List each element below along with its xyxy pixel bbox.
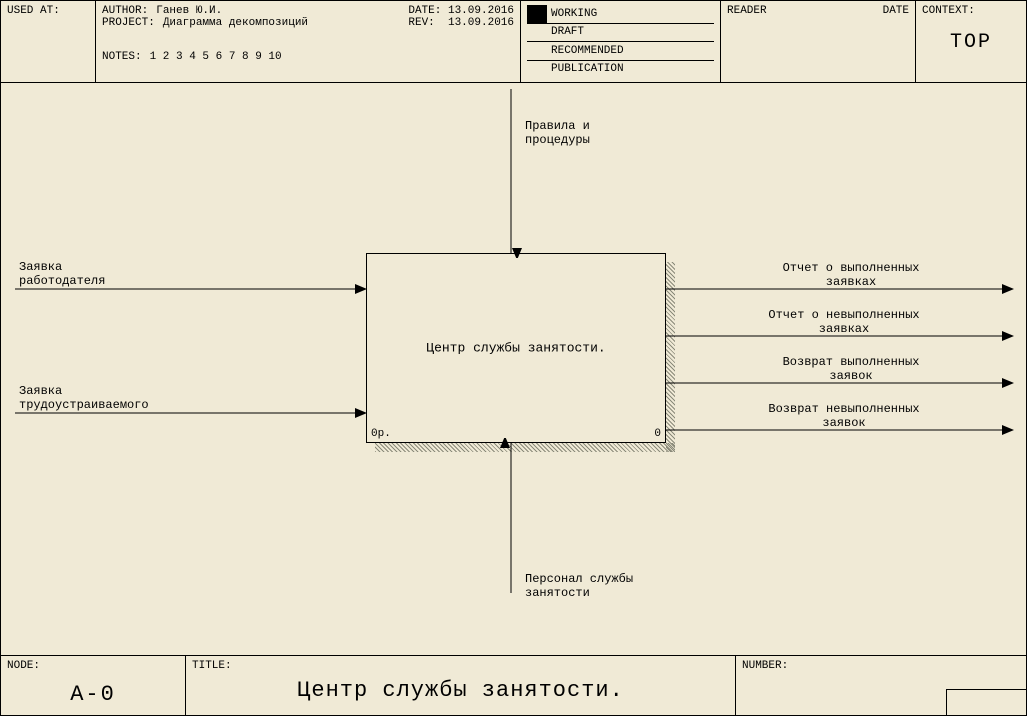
header-frame: USED AT: AUTHOR: Ганев Ю.И. DATE: 13.09.… xyxy=(1,1,1026,83)
number-label: NUMBER: xyxy=(742,660,1020,672)
title-label: TITLE: xyxy=(192,660,729,672)
node-value: A-0 xyxy=(7,682,179,707)
status-row: WORKING xyxy=(527,5,714,24)
context-cell: CONTEXT: TOP xyxy=(916,1,1026,82)
date-label: DATE: xyxy=(408,5,441,17)
status-label: PUBLICATION xyxy=(551,63,624,75)
reader-label: READER xyxy=(727,5,767,17)
date-value: 13.09.2016 xyxy=(448,5,514,17)
status-row: DRAFT xyxy=(527,24,714,43)
diagram-canvas: Центр службы занятости.0р.0Заявкаработод… xyxy=(1,83,1026,655)
arrows-layer xyxy=(1,83,1026,655)
rev-label: REV: xyxy=(408,17,434,29)
status-label: RECOMMENDED xyxy=(551,45,624,57)
node-label: NODE: xyxy=(7,660,179,672)
author-label: AUTHOR: xyxy=(102,5,148,17)
context-value: TOP xyxy=(922,31,1020,54)
idef0-page: USED AT: AUTHOR: Ганев Ю.И. DATE: 13.09.… xyxy=(0,0,1027,716)
used-at-label: USED AT: xyxy=(7,5,60,17)
reader-date-label: DATE xyxy=(883,5,909,17)
node-cell: NODE: A-0 xyxy=(1,656,186,715)
title-value: Центр службы занятости. xyxy=(192,678,729,703)
footer-frame: NODE: A-0 TITLE: Центр службы занятости.… xyxy=(1,655,1026,715)
number-cell: NUMBER: xyxy=(736,656,1026,715)
used-at-cell: USED AT: xyxy=(1,1,96,82)
status-label: WORKING xyxy=(551,8,597,20)
notes-label: NOTES: xyxy=(102,51,142,63)
rev-value: 13.09.2016 xyxy=(448,17,514,29)
reader-cell: READER DATE xyxy=(721,1,916,82)
status-cell: WORKING DRAFT RECOMMENDED PUBLICATION xyxy=(521,1,721,82)
meta-cell: AUTHOR: Ганев Ю.И. DATE: 13.09.2016 PROJ… xyxy=(96,1,521,82)
author-value: Ганев Ю.И. xyxy=(156,5,222,17)
notes-value: 1 2 3 4 5 6 7 8 9 10 xyxy=(150,51,282,63)
title-cell: TITLE: Центр службы занятости. xyxy=(186,656,736,715)
page-box xyxy=(946,689,1026,715)
status-row: RECOMMENDED xyxy=(527,42,714,61)
status-label: DRAFT xyxy=(551,26,584,38)
project-label: PROJECT: xyxy=(102,17,155,29)
context-label: CONTEXT: xyxy=(922,5,1020,17)
status-row: PUBLICATION xyxy=(527,61,714,79)
project-value: Диаграмма декомпозиций xyxy=(163,17,308,29)
